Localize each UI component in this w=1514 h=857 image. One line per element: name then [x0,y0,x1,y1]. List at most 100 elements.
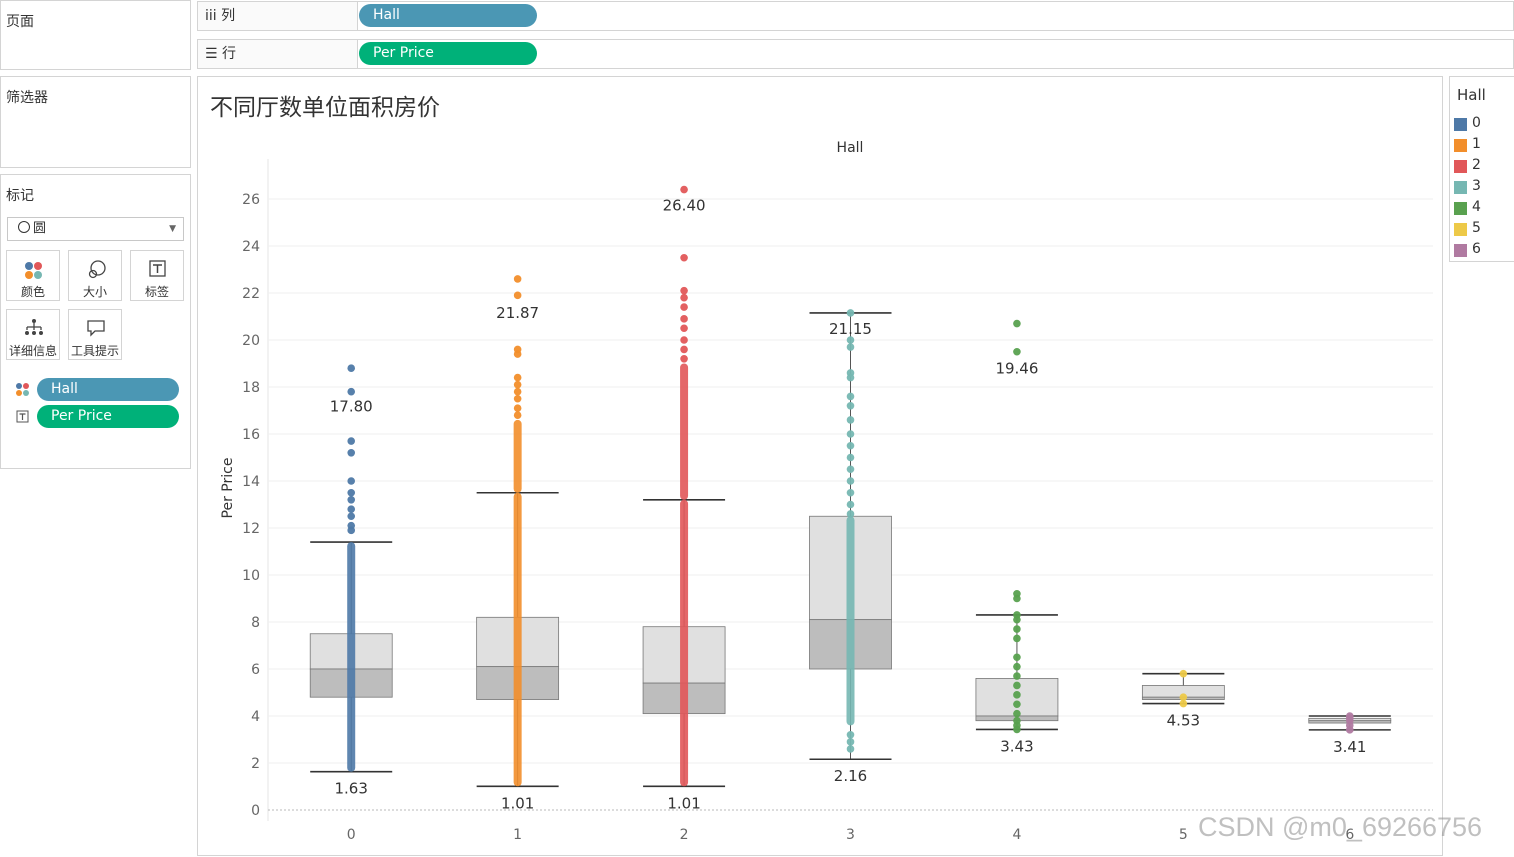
legend-label: 6 [1472,241,1481,257]
label-button[interactable]: 标签 [130,250,184,301]
data-point-4 [1013,594,1021,603]
data-point-4 [1013,625,1021,633]
columns-hall-pill[interactable]: Hall [359,4,537,27]
marks-per-price-pill[interactable]: Per Price [37,405,179,428]
data-point-3 [846,500,855,509]
data-point-2 [680,355,688,363]
legend-label: 3 [1472,178,1481,194]
columns-icon: iii [205,8,217,24]
data-point-0 [347,437,356,445]
data-point-4 [1013,709,1021,718]
data-point-4 [1013,725,1021,734]
data-point-1 [513,387,522,396]
size-button[interactable]: 大小 [68,250,122,301]
rows-label: 行 [222,46,237,62]
color-button[interactable]: 颜色 [6,250,60,301]
color-button-label: 颜色 [20,285,45,299]
marks-hall-pill[interactable]: Hall [37,378,179,401]
x-tick-label: 2 [680,827,689,843]
value-label-bottom: 2.16 [834,767,867,785]
data-point-4 [1013,681,1021,690]
value-label-bottom: 1.01 [501,794,534,812]
data-point-0 [347,477,356,485]
y-tick-label: 8 [251,615,260,631]
x-tick-label: 4 [1012,827,1021,843]
data-point-2 [680,315,688,323]
data-strip-2 [680,499,689,787]
data-strip-0 [347,542,356,772]
label-button-label: 标签 [144,285,169,299]
data-point-3 [846,373,855,382]
data-point-4 [1013,672,1021,680]
data-point-3 [846,745,855,753]
detail-hierarchy-icon [25,319,43,335]
data-point-0 [347,387,356,396]
data-point-2 [680,293,688,302]
pages-card-title: 页面 [6,14,34,30]
data-point-3 [846,416,855,424]
value-label-bottom: 3.43 [1000,737,1033,755]
columns-shelf[interactable]: iii 列 Hall [197,1,1514,31]
data-point-4 [1013,615,1021,624]
columns-label: 列 [221,8,236,24]
data-point-5 [1179,699,1188,708]
value-label-top: 17.80 [330,398,373,416]
data-point-4 [1013,662,1021,671]
data-point-1 [513,394,522,403]
tooltip-button[interactable]: 工具提示 [68,309,122,360]
y-tick-label: 24 [242,239,260,255]
data-point-2 [680,324,688,333]
data-point-4 [1013,653,1021,662]
data-point-3 [846,336,855,344]
data-point-3 [846,465,855,474]
mark-type-dropdown[interactable]: 圆 ▼ [7,217,184,241]
data-strip-3 [846,516,855,726]
data-point-4 [1013,691,1021,699]
y-tick-label: 26 [242,192,260,208]
data-point-1 [513,404,522,412]
data-point-3 [846,402,855,410]
data-point-0 [347,364,356,373]
legend-swatch [1454,139,1467,152]
data-point-2 [680,336,688,344]
label-encoding-icon [16,410,29,423]
color-palette-icon [25,262,42,279]
watermark: CSDN @m0_69266756 [1198,812,1483,842]
data-point-0 [347,449,356,457]
tooltip-button-label: 工具提示 [70,344,119,358]
detail-button[interactable]: 详细信息 [6,309,60,360]
value-label-top: 21.15 [829,320,872,338]
y-tick-label: 14 [242,474,260,490]
value-label-bottom: 3.41 [1333,738,1366,756]
marks-card-title: 标记 [6,188,34,204]
data-point-2 [680,345,688,354]
data-point-3 [846,441,855,450]
filters-card[interactable]: 筛选器 [0,76,191,168]
value-label-bottom: 1.01 [667,794,700,812]
y-tick-label: 18 [242,380,260,396]
data-point-2 [680,303,688,311]
data-point-1 [513,411,522,420]
data-point-0 [347,512,356,521]
size-button-label: 大小 [82,285,107,299]
rows-per-price-pill[interactable]: Per Price [359,42,537,65]
value-label-bottom: 4.53 [1167,712,1200,730]
color-legend[interactable]: Hall 0 1 2 3 4 5 6 [1449,76,1514,262]
chart-view: 不同厅数单位面积房价 Hall Per Price 0 2 4 6 8 10 12 14 16 1… [197,76,1443,856]
y-tick-label: 0 [251,803,260,819]
data-point-1 [513,380,522,389]
y-tick-label: 22 [242,286,260,302]
mark-type-label: 圆 [33,221,47,236]
y-axis-title: Per Price [220,458,236,519]
rows-shelf[interactable]: ☰ 行 Per Price [197,39,1514,69]
legend-label: 4 [1472,199,1481,215]
data-point-2 [680,253,688,262]
x-tick-label: 1 [513,827,522,843]
chevron-down-icon: ▼ [169,224,176,234]
x-tick-label: 6 [1345,827,1354,843]
box-plot-chart: 不同厅数单位面积房价 Hall Per Price 02468101214161… [210,94,1433,843]
pages-card[interactable]: 页面 [0,0,191,70]
x-tick-label: 3 [846,827,855,843]
data-strip-1 [513,419,522,493]
rows-shelf-label: ☰ 行 [198,40,358,68]
